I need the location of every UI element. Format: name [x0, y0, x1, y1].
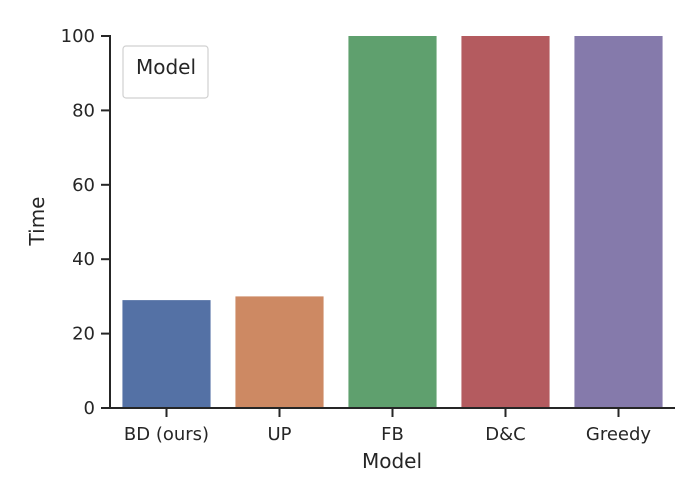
bar-up	[235, 296, 324, 408]
x-tick-label: D&C	[485, 424, 525, 445]
x-tick-label: BD (ours)	[124, 424, 209, 445]
y-tick-label: 100	[61, 26, 95, 47]
bars-group	[122, 36, 663, 408]
y-tick-label: 0	[84, 398, 95, 419]
legend-title: Model	[136, 55, 196, 79]
bar-bd-ours	[122, 300, 211, 408]
y-tick-label: 80	[72, 100, 95, 121]
x-tick-label: Greedy	[586, 424, 652, 445]
x-tick-label: FB	[381, 424, 404, 445]
y-tick-label: 60	[72, 175, 95, 196]
x-axis: BD (ours) UP FB D&C Greedy	[110, 407, 675, 445]
y-axis: 0 20 40 60 80 100	[61, 26, 111, 419]
y-axis-title: Time	[25, 197, 49, 247]
legend: Model	[122, 45, 209, 99]
bar-fb	[348, 36, 437, 408]
bar-greedy	[574, 36, 663, 408]
legend-frame	[122, 45, 209, 99]
bar-d-c	[461, 36, 550, 408]
y-tick-label: 40	[72, 249, 95, 270]
y-tick-label: 20	[72, 324, 95, 345]
x-axis-title: Model	[362, 449, 422, 473]
x-tick-label: UP	[267, 424, 291, 445]
